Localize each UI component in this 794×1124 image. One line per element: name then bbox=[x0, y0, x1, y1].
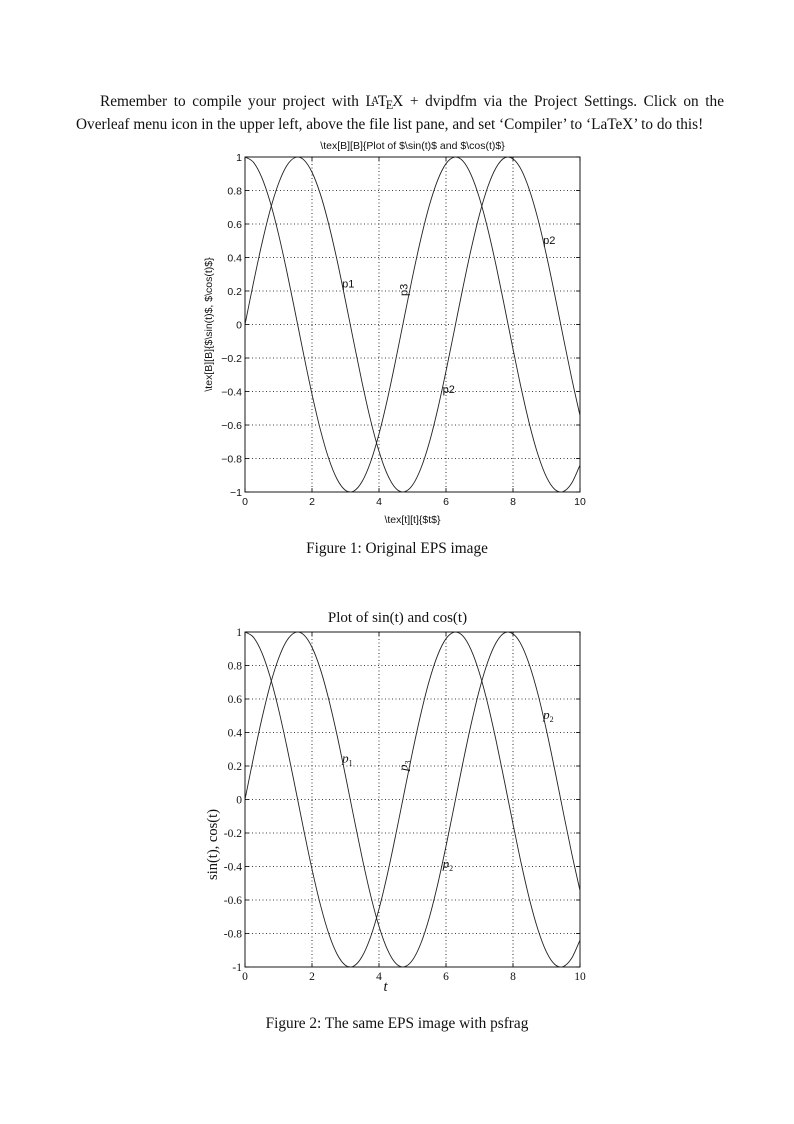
annotation-label: p2 bbox=[542, 707, 554, 724]
y-tick-label: -0.4 bbox=[224, 862, 242, 874]
y-tick-label: 0.2 bbox=[228, 761, 243, 773]
chart-title: Plot of sin(t) and cos(t) bbox=[328, 610, 467, 626]
x-tick-label: 2 bbox=[309, 971, 315, 983]
x-tick-label: 0 bbox=[242, 496, 248, 508]
y-tick-label: −0.2 bbox=[221, 353, 242, 365]
y-tick-label: 0.6 bbox=[227, 219, 242, 231]
y-tick-label: 1 bbox=[236, 152, 242, 164]
annotation-text: p2 bbox=[543, 235, 555, 247]
y-tick-label: −0.8 bbox=[221, 454, 242, 466]
annotation-label: p1 bbox=[342, 279, 354, 291]
y-tick-label: -0.8 bbox=[224, 929, 242, 941]
y-tick-label: 0.8 bbox=[228, 661, 243, 673]
series-cos-line bbox=[244, 631, 581, 968]
x-tick-label: 10 bbox=[574, 496, 586, 508]
series-cos-line bbox=[244, 156, 581, 493]
y-tick-label: 0.4 bbox=[227, 253, 242, 265]
annotation-label: p3 bbox=[395, 761, 412, 773]
y-tick-label: 0.6 bbox=[228, 694, 243, 706]
x-axis-label: \tex[t][t]{$t$} bbox=[384, 514, 441, 526]
x-tick-label: 4 bbox=[376, 496, 382, 508]
x-axis-label: t bbox=[383, 979, 388, 995]
annotation-text: p bbox=[341, 751, 349, 766]
y-tick-label: -1 bbox=[232, 962, 242, 974]
intro-paragraph: Remember to compile your project with LA… bbox=[76, 91, 724, 135]
x-tick-label: 6 bbox=[443, 496, 449, 508]
y-axis-label: sin(t), cos(t) bbox=[205, 809, 221, 880]
y-tick-label: 0.2 bbox=[227, 286, 242, 298]
figure-1-plot: 0 2 4 6 8 10 −1 −0.8 −0.6 −0.4 −0.2 0 0.2 0.4 0.6 0.8 1 p… bbox=[203, 140, 586, 526]
y-tick-label: 0.4 bbox=[228, 728, 243, 740]
series-sin-line bbox=[244, 631, 581, 968]
y-tick-label: 1 bbox=[236, 627, 242, 639]
plot-frame bbox=[244, 156, 581, 493]
y-tick-label: -0.6 bbox=[224, 895, 242, 907]
annotation-text: p bbox=[442, 856, 450, 871]
y-axis-label: \tex[B][B]{$\sin(t)$, $\cos(t)$} bbox=[203, 257, 215, 392]
figure-1-caption: Figure 1: Original EPS image bbox=[306, 540, 488, 557]
figure-2-caption: Figure 2: The same EPS image with psfrag bbox=[265, 1015, 529, 1032]
x-tick-label: 8 bbox=[510, 496, 516, 508]
y-tick-label: -0.2 bbox=[224, 828, 242, 840]
annotation-label: p2 bbox=[443, 384, 455, 396]
x-tick-label: 2 bbox=[309, 496, 315, 508]
annotation-subscript: 3 bbox=[403, 761, 412, 765]
intro-text-after: + dvipdfm via the Project Settings. Clic… bbox=[76, 93, 724, 134]
annotation-text: p bbox=[542, 707, 550, 722]
annotation-label: p2 bbox=[442, 856, 454, 873]
y-tick-label: 0 bbox=[236, 320, 242, 332]
intro-text-before: Remember to compile your project with bbox=[100, 93, 366, 111]
annotation-subscript: 2 bbox=[449, 864, 453, 873]
annotation-subscript: 1 bbox=[349, 759, 353, 768]
x-tick-label: 4 bbox=[376, 971, 382, 983]
annotation-subscript: 2 bbox=[550, 715, 554, 724]
annotation-label: p2 bbox=[543, 235, 555, 247]
annotation-text: p1 bbox=[342, 279, 354, 291]
series-sin-line bbox=[244, 156, 581, 493]
x-tick-label: 0 bbox=[242, 971, 248, 983]
latex-logo: LATEX bbox=[365, 93, 404, 112]
plot-frame bbox=[244, 631, 581, 968]
x-tick-label: 6 bbox=[443, 971, 449, 983]
annotation-label: p3 bbox=[398, 284, 410, 296]
y-tick-label: −1 bbox=[230, 487, 242, 499]
y-tick-label: 0 bbox=[236, 795, 242, 807]
annotation-text: p bbox=[395, 764, 410, 772]
x-tick-label: 8 bbox=[510, 971, 516, 983]
annotation-label: p1 bbox=[341, 751, 353, 768]
chart-title: \tex[B][B]{Plot of $\sin(t)$ and $\cos(t… bbox=[320, 140, 505, 152]
figure-2-plot: 0 2 4 6 8 10-1-0.8-0.6-0.4-0.200.20.40.60.81p… bbox=[205, 610, 586, 995]
annotation-text: p2 bbox=[443, 384, 455, 396]
y-tick-label: 0.8 bbox=[227, 186, 242, 198]
x-tick-label: 10 bbox=[574, 971, 586, 983]
y-tick-label: −0.6 bbox=[221, 420, 242, 432]
annotation-text: p3 bbox=[398, 284, 410, 296]
y-tick-label: −0.4 bbox=[221, 387, 242, 399]
